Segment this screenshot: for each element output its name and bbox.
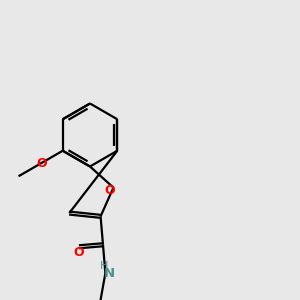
Text: H: H [100, 261, 108, 271]
Text: O: O [104, 184, 115, 197]
Text: O: O [36, 157, 47, 170]
Text: O: O [74, 246, 84, 259]
Text: N: N [103, 267, 115, 280]
